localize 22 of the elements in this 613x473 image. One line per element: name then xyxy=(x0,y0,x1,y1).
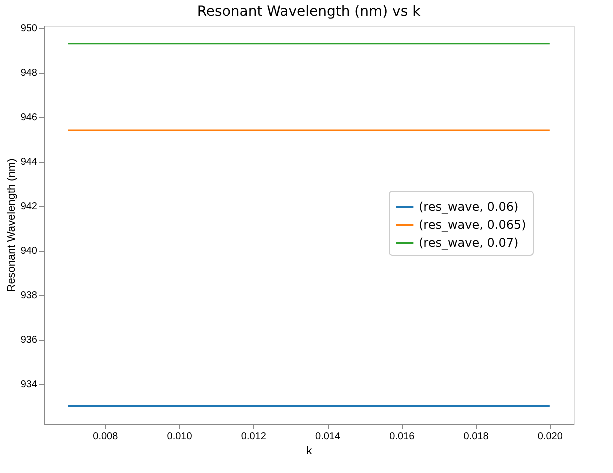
y-tick-label: 950 xyxy=(20,24,38,35)
x-tick-label: 0.018 xyxy=(464,432,490,442)
y-tick-label: 936 xyxy=(20,335,38,346)
legend-label: (res_wave, 0.065) xyxy=(419,218,526,232)
x-tick-label: 0.010 xyxy=(167,432,193,442)
y-tick-label: 940 xyxy=(20,246,38,258)
y-tick-label: 944 xyxy=(20,157,38,168)
x-axis-title: k xyxy=(306,446,313,458)
y-tick-label: 948 xyxy=(20,68,38,80)
x-tick-label: 0.012 xyxy=(241,432,267,442)
x-tick-label: 0.008 xyxy=(93,432,119,442)
x-tick-label: 0.016 xyxy=(390,432,416,442)
y-tick-label: 938 xyxy=(20,290,38,302)
x-tick-label: 0.014 xyxy=(316,432,341,442)
y-tick-label: 946 xyxy=(20,112,38,124)
y-tick-label: 942 xyxy=(20,202,38,213)
legend-label: (res_wave, 0.07) xyxy=(419,236,519,250)
x-tick-label: 0.020 xyxy=(538,432,564,442)
chart-title: Resonant Wavelength (nm) vs k xyxy=(197,4,422,20)
y-tick-label: 934 xyxy=(20,379,38,390)
y-axis-title: Resonant Wavelength (nm) xyxy=(6,158,18,292)
legend-label: (res_wave, 0.06) xyxy=(419,200,519,214)
